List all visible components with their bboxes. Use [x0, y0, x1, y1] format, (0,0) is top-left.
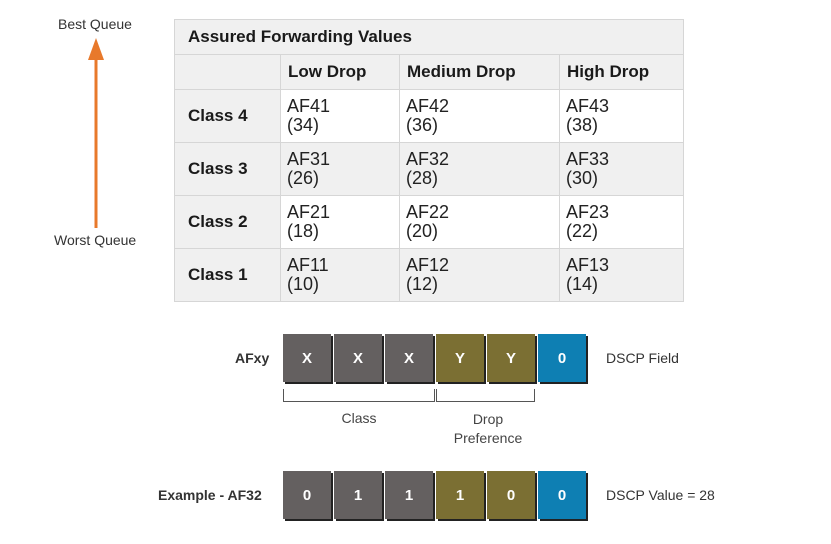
dscp-decimal: (28)	[406, 168, 439, 188]
class-bit: X	[385, 334, 433, 382]
dscp-decimal: (30)	[566, 168, 599, 188]
dscp-decimal: (18)	[287, 221, 320, 241]
dscp-value-label: DSCP Value = 28	[606, 487, 715, 503]
class-bit: 0	[283, 471, 331, 519]
col-header-medium-drop: Medium Drop	[399, 54, 560, 90]
table-row: Class 4 AF41 (34) AF42 (36) AF43 (38)	[174, 89, 684, 143]
table-cell: AF23 (22)	[559, 195, 684, 249]
table-cell: AF21 (18)	[280, 195, 400, 249]
af-values-table: Assured Forwarding Values Low Drop Mediu…	[174, 19, 684, 302]
last-bit: 0	[538, 471, 586, 519]
row-header-class-2: Class 2	[174, 195, 281, 249]
table-title: Assured Forwarding Values	[174, 19, 684, 55]
dscp-decimal: (38)	[566, 115, 599, 135]
example-bit-field: 0 1 1 1 0 0	[283, 471, 589, 519]
class-bracket-label: Class	[341, 410, 377, 426]
drop-bracket-label: Drop Preference	[436, 410, 540, 448]
af-code: AF42	[406, 96, 450, 116]
table-row: Class 1 AF11 (10) AF12 (12) AF13 (14)	[174, 248, 684, 302]
dscp-decimal: (34)	[287, 115, 320, 135]
table-cell: AF12 (12)	[399, 248, 560, 302]
table-cell: AF33 (30)	[559, 142, 684, 196]
col-header-high-drop: High Drop	[559, 54, 684, 90]
af-code: AF41	[287, 96, 331, 116]
table-cell: AF32 (28)	[399, 142, 560, 196]
worst-queue-label: Worst Queue	[54, 232, 137, 248]
dscp-decimal: (20)	[406, 221, 439, 241]
table-cell: AF31 (26)	[280, 142, 400, 196]
dscp-decimal: (22)	[566, 221, 599, 241]
dscp-decimal: (36)	[406, 115, 439, 135]
class-bit: 1	[334, 471, 382, 519]
table-cell: AF13 (14)	[559, 248, 684, 302]
queue-priority-arrow-icon	[88, 38, 104, 228]
table-cell: AF41 (34)	[280, 89, 400, 143]
dscp-decimal: (10)	[287, 274, 320, 294]
drop-bit: Y	[436, 334, 484, 382]
drop-label-line1: Drop	[472, 411, 504, 427]
af-code: AF13	[566, 255, 610, 275]
row-header-class-1: Class 1	[174, 248, 281, 302]
dscp-field-label: DSCP Field	[606, 350, 679, 366]
drop-label-line2: Preference	[453, 430, 523, 446]
row-header-class-3: Class 3	[174, 142, 281, 196]
table-corner	[174, 54, 281, 90]
af-code: AF31	[287, 149, 331, 169]
example-label: Example - AF32	[158, 487, 262, 503]
table-row: Class 3 AF31 (26) AF32 (28) AF33 (30)	[174, 142, 684, 196]
class-bracket	[283, 389, 435, 402]
afxy-bit-field: X X X Y Y 0	[283, 334, 589, 382]
table-cell: AF43 (38)	[559, 89, 684, 143]
af-code: AF43	[566, 96, 610, 116]
row-header-class-4: Class 4	[174, 89, 281, 143]
last-bit: 0	[538, 334, 586, 382]
drop-bit: 0	[487, 471, 535, 519]
drop-bit: 1	[436, 471, 484, 519]
drop-bracket	[436, 389, 535, 402]
af-code: AF12	[406, 255, 450, 275]
table-cell: AF22 (20)	[399, 195, 560, 249]
af-code: AF33	[566, 149, 610, 169]
dscp-decimal: (12)	[406, 274, 439, 294]
class-bit: X	[334, 334, 382, 382]
af-code: AF32	[406, 149, 450, 169]
af-code: AF11	[287, 255, 329, 275]
dscp-decimal: (14)	[566, 274, 599, 294]
best-queue-label: Best Queue	[58, 16, 132, 32]
af-code: AF21	[287, 202, 331, 222]
table-cell: AF11 (10)	[280, 248, 400, 302]
table-cell: AF42 (36)	[399, 89, 560, 143]
afxy-label: AFxy	[235, 350, 270, 366]
dscp-decimal: (26)	[287, 168, 320, 188]
af-code: AF23	[566, 202, 610, 222]
class-bit: X	[283, 334, 331, 382]
table-row: Class 2 AF21 (18) AF22 (20) AF23 (22)	[174, 195, 684, 249]
drop-bit: Y	[487, 334, 535, 382]
col-header-low-drop: Low Drop	[280, 54, 400, 90]
af-code: AF22	[406, 202, 450, 222]
class-bit: 1	[385, 471, 433, 519]
